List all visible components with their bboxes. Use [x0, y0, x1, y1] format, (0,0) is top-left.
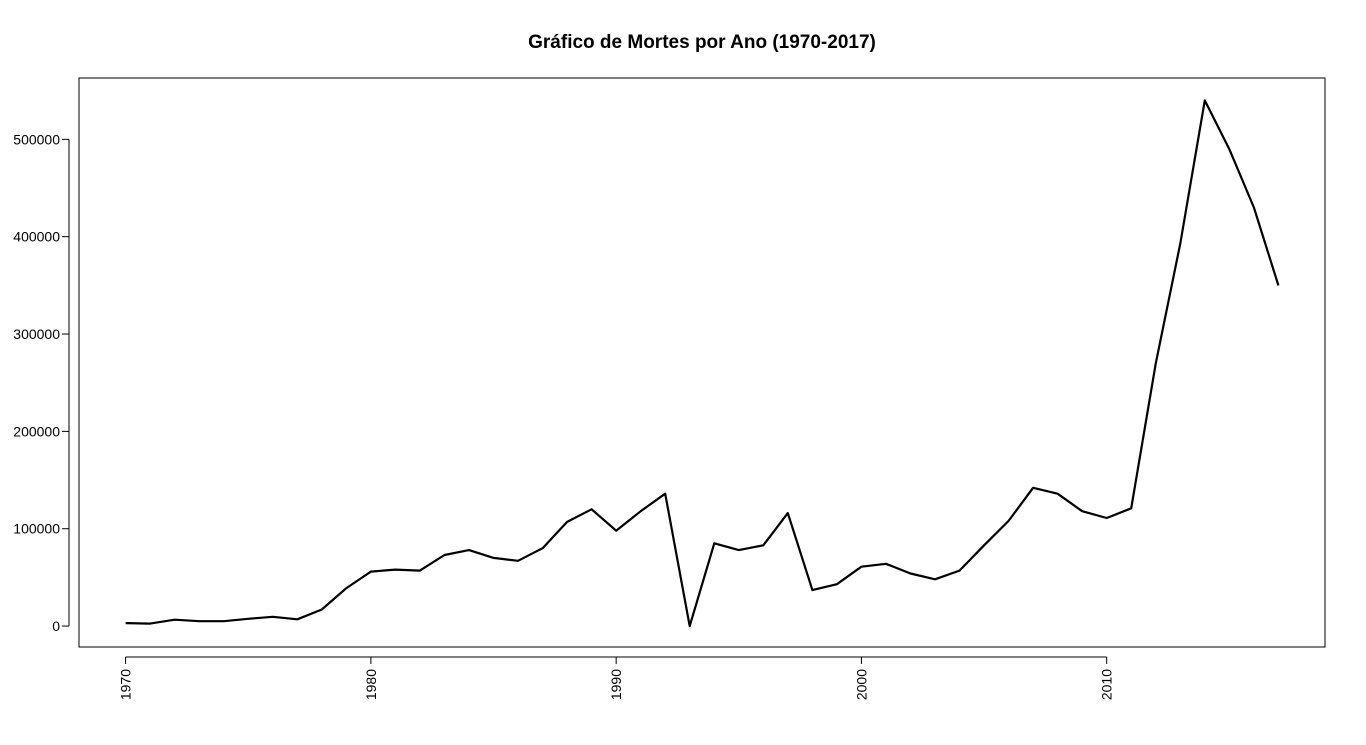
- y-tick-label: 400000: [13, 229, 60, 245]
- x-tick-label: 2000: [853, 669, 869, 700]
- y-tick-label: 500000: [13, 131, 60, 147]
- y-tick-label: 300000: [13, 326, 60, 342]
- x-tick-label: 1970: [118, 669, 134, 700]
- series-line: [125, 99, 1280, 628]
- x-tick-label: 2010: [1099, 669, 1115, 700]
- y-tick-label: 200000: [13, 423, 60, 439]
- plot-area-frame: [78, 77, 1326, 648]
- x-tick-label: 1990: [608, 669, 624, 700]
- y-axis: 0 100000 200000 300000 400000 500000: [13, 131, 70, 634]
- x-tick-label: 1980: [363, 669, 379, 700]
- x-axis: 1970 1980 1990 2000 2010: [118, 656, 1115, 700]
- chart-title: Gráfico de Mortes por Ano (1970-2017): [528, 32, 876, 53]
- y-tick-label: 0: [52, 618, 60, 634]
- y-tick-label: 100000: [13, 521, 60, 537]
- data-points: [124, 98, 1281, 628]
